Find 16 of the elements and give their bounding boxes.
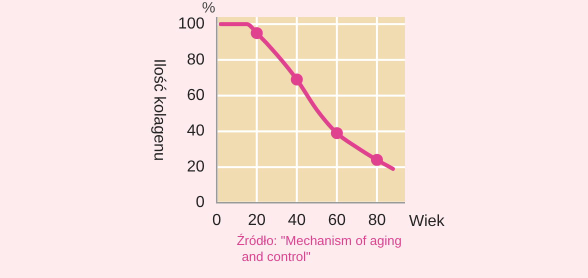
x-tick-label: 20 <box>248 212 266 229</box>
y-tick-label: 40 <box>186 122 205 140</box>
x-axis-title: Wiek <box>409 213 446 230</box>
x-tick-label: 40 <box>288 212 306 229</box>
y-tick-label: 60 <box>186 87 205 104</box>
y-tick-label: 20 <box>186 158 205 176</box>
x-tick-label: 80 <box>368 212 386 229</box>
y-tick-label: 80 <box>186 51 205 68</box>
y-tick-label: 100 <box>178 16 205 33</box>
x-tick-label: 60 <box>328 212 346 229</box>
y-tick-label: 0 <box>196 194 205 212</box>
x-tick-label: 0 <box>212 212 222 229</box>
text: Źródło: "Mechanism of aging and control" <box>236 232 402 264</box>
text: % <box>202 0 216 17</box>
y-axis-title: Ilość kolagenu <box>150 58 168 162</box>
line-series <box>218 22 395 171</box>
